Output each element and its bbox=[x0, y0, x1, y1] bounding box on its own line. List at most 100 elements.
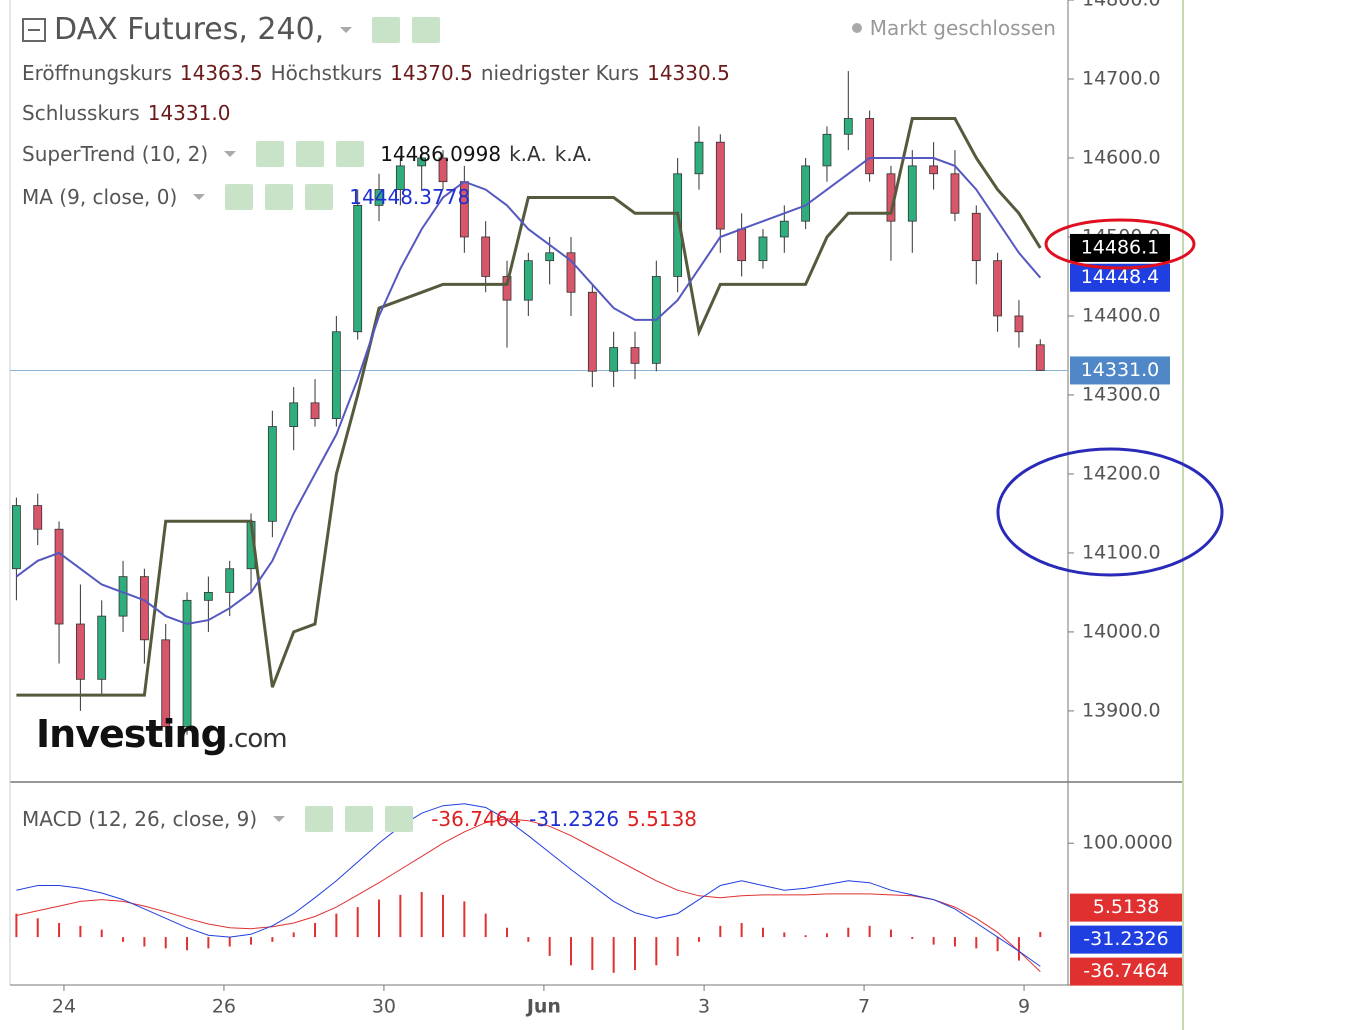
candle-body bbox=[139, 576, 149, 641]
ohlc-label: Eröffnungskurs bbox=[22, 61, 172, 85]
x-tick-label: 9 bbox=[1018, 996, 1030, 1018]
y-tick-label: 14100.0 bbox=[1082, 541, 1161, 563]
value-badge bbox=[1070, 957, 1182, 986]
ohlc-label: Schlusskurs bbox=[22, 101, 140, 125]
candle-body bbox=[673, 173, 683, 277]
candle-body bbox=[993, 260, 1003, 317]
price-badge-label: 14331.0 bbox=[1081, 359, 1160, 381]
candle-body bbox=[566, 252, 576, 293]
value-badge-label: -31.2326 bbox=[1083, 928, 1168, 950]
candle-body bbox=[161, 639, 171, 728]
candle-body bbox=[203, 592, 213, 601]
candle-body bbox=[929, 165, 939, 175]
close-icon[interactable] bbox=[385, 806, 414, 832]
indicator-value: k.A. bbox=[509, 142, 547, 166]
close-icon[interactable] bbox=[305, 184, 334, 210]
x-tick-label: 26 bbox=[212, 996, 236, 1018]
gear-icon[interactable] bbox=[412, 16, 441, 43]
dropdown[interactable] bbox=[340, 26, 353, 33]
y-tick-label: 14400.0 bbox=[1082, 304, 1161, 326]
highlight-ellipse bbox=[996, 447, 1224, 577]
candle-body bbox=[331, 331, 341, 420]
ohlc-label: niedrigster Kurs bbox=[480, 61, 640, 85]
candle-body bbox=[374, 189, 384, 206]
candle-body bbox=[758, 236, 768, 262]
price-badge-label: 14448.4 bbox=[1081, 266, 1160, 288]
candle-body bbox=[395, 165, 405, 190]
candle-body bbox=[310, 402, 320, 420]
y-tick-label: 14200.0 bbox=[1082, 462, 1161, 484]
candle-body bbox=[907, 165, 917, 222]
y-tick-label: 14000.0 bbox=[1082, 620, 1161, 642]
candle-body bbox=[715, 141, 725, 230]
close-icon[interactable] bbox=[336, 141, 365, 167]
indicator-line bbox=[16, 818, 1041, 972]
candle-body bbox=[694, 141, 704, 175]
indicator-name: MA (9, close, 0) bbox=[22, 185, 178, 209]
x-tick-label: 30 bbox=[372, 996, 396, 1018]
indicator-value: 14448.3778 bbox=[349, 185, 471, 209]
indicator-value: -31.2326 bbox=[529, 807, 620, 831]
value-badge bbox=[1070, 893, 1182, 922]
candle-body bbox=[1035, 344, 1045, 371]
indicator-value: 14486.0998 bbox=[380, 142, 502, 166]
eye-icon[interactable] bbox=[305, 806, 334, 832]
candle-body bbox=[225, 568, 235, 593]
y-tick-label: 14600.0 bbox=[1082, 146, 1161, 168]
candle-body bbox=[97, 615, 107, 680]
gear-icon[interactable] bbox=[345, 806, 374, 832]
candle-body bbox=[801, 165, 811, 222]
logo-text: Investing bbox=[36, 712, 228, 756]
candle-body bbox=[545, 252, 555, 262]
ohlc-label: Höchstkurs bbox=[270, 61, 383, 85]
x-tick-label: 3 bbox=[698, 996, 710, 1018]
price-badge-label: 14486.1 bbox=[1081, 236, 1160, 258]
value-badge bbox=[1070, 925, 1182, 954]
candle-body bbox=[523, 260, 533, 301]
logo: Investing.com bbox=[36, 712, 288, 756]
indicator-line bbox=[16, 803, 1041, 967]
eye-icon[interactable] bbox=[225, 184, 254, 210]
dropdown[interactable] bbox=[224, 151, 237, 157]
gear-icon[interactable] bbox=[296, 141, 325, 167]
eye-icon[interactable] bbox=[256, 141, 285, 167]
title-row: DAX Futures, 240, bbox=[22, 12, 441, 47]
candle-body bbox=[118, 576, 128, 617]
status-dot bbox=[851, 23, 862, 33]
y-tick-label: 100.0000 bbox=[1082, 832, 1173, 854]
highlight-ellipse bbox=[1044, 218, 1196, 270]
eye-icon[interactable] bbox=[372, 16, 401, 43]
market-status: Markt geschlossen bbox=[851, 16, 1056, 40]
ohlc-value: 14370.5 bbox=[390, 61, 473, 85]
candle-body bbox=[1014, 315, 1024, 333]
candle-body bbox=[481, 236, 491, 277]
indicator-line bbox=[15, 157, 1042, 626]
indicator-value: k.A. bbox=[554, 142, 593, 166]
candle-body bbox=[737, 228, 747, 262]
candle-body bbox=[950, 173, 960, 214]
indicator-line bbox=[16, 117, 1042, 697]
y-tick-label: 13900.0 bbox=[1082, 699, 1161, 721]
logo-suffix: .com bbox=[226, 724, 288, 754]
dropdown[interactable] bbox=[193, 194, 206, 200]
macd-legend: MACD (12, 26, close, 9) -36.7464 -31.232… bbox=[22, 806, 697, 832]
collapse-button[interactable] bbox=[22, 17, 46, 42]
candle-body bbox=[417, 157, 427, 167]
candle-body bbox=[289, 402, 299, 427]
indicator-value: 5.5138 bbox=[627, 807, 698, 831]
dropdown[interactable] bbox=[273, 816, 286, 822]
ohlc-value: 14363.5 bbox=[179, 61, 263, 85]
gear-icon[interactable] bbox=[265, 184, 294, 210]
supertrend-legend: SuperTrend (10, 2) 14486.0998 k.A. k.A. bbox=[22, 141, 592, 167]
y-tick-label: 14800.0 bbox=[1082, 0, 1161, 11]
value-badge-label: 5.5138 bbox=[1093, 896, 1159, 918]
candle-body bbox=[587, 291, 597, 372]
candle-body bbox=[843, 118, 853, 135]
indicator-value: -36.7464 bbox=[431, 807, 522, 831]
x-tick-label: Jun bbox=[525, 996, 561, 1018]
candle-body bbox=[438, 157, 448, 183]
ohlc-value: 14330.5 bbox=[647, 61, 730, 85]
x-tick-label: 24 bbox=[52, 996, 76, 1018]
